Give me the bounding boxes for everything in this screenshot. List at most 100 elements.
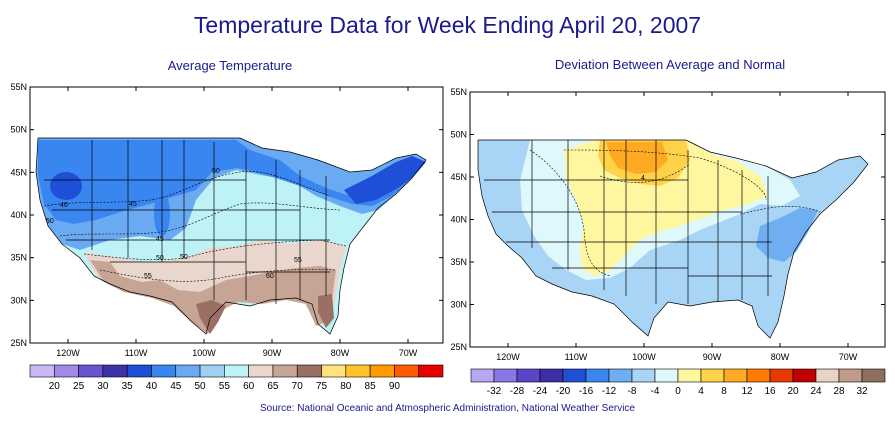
lat-label: 40N [450, 215, 467, 225]
legend-swatch [539, 368, 564, 383]
legend-swatch [296, 364, 322, 378]
legend-swatch [470, 368, 495, 383]
lat-label: 35N [10, 253, 27, 263]
legend-label: 65 [267, 381, 279, 392]
lat-label: 45N [450, 172, 467, 182]
legend-label: -4 [651, 386, 660, 397]
lon-label: 100W [632, 352, 656, 362]
cold-spot-west [50, 172, 82, 200]
legend-swatch [631, 368, 656, 383]
legend-label: 50 [194, 381, 206, 392]
left-map-subtitle: Average Temperature [167, 58, 293, 73]
page-title: Temperature Data for Week Ending April 2… [193, 12, 702, 38]
contour-label: 50 [212, 168, 220, 175]
legend-swatch [321, 364, 347, 378]
legend-swatch [493, 368, 518, 383]
lon-label: 90W [703, 352, 722, 362]
legend-label: 70 [292, 381, 304, 392]
lat-label: 25N [450, 342, 467, 352]
legend-swatch [199, 364, 225, 378]
legend-swatch [769, 368, 794, 383]
lat-label: 55N [450, 87, 467, 97]
lon-label: 120W [56, 348, 80, 358]
legend-label: 32 [856, 386, 868, 397]
legend-swatch [815, 368, 840, 383]
cold-spot-northeast [344, 156, 426, 204]
legend-label: 0 [675, 386, 681, 397]
legend-swatch [700, 368, 725, 383]
legend-label: -32 [487, 386, 502, 397]
legend-label: 28 [833, 386, 845, 397]
zone-40 [38, 140, 424, 224]
contour-label: 50 [46, 218, 54, 225]
legend-swatch [78, 364, 104, 378]
legend-swatch [792, 368, 817, 383]
legend-label: 40 [146, 381, 158, 392]
contour-label: 50 [156, 255, 164, 262]
legend-swatch [126, 364, 152, 378]
left-longitude-labels: 120W 110W 100W 90W 80W 70W [56, 87, 418, 358]
legend-swatch [102, 364, 128, 378]
lon-label: 110W [125, 348, 148, 358]
lon-label: 90W [263, 348, 282, 358]
legend-swatch [585, 368, 610, 383]
right-longitude-labels: 120W 110W 100W 90W 80W 70W [496, 92, 858, 362]
legend-label: 60 [243, 381, 255, 392]
legend-label: 16 [764, 386, 776, 397]
legend-label: 90 [389, 381, 401, 392]
lon-label: 70W [839, 352, 858, 362]
right-map-subtitle: Deviation Between Average and Normal [554, 57, 786, 72]
left-legend: 20 25 30 35 40 45 50 55 60 65 70 75 80 85 90 [29, 364, 444, 392]
left-latitude-labels: 55N 50N 45N 40N 35N 30N 25N [10, 82, 443, 348]
contour-label: 55 [294, 257, 302, 264]
lon-label: 120W [496, 352, 520, 362]
legend-label: 80 [340, 381, 352, 392]
legend-swatch [654, 368, 679, 383]
legend-swatch [838, 368, 863, 383]
legend-swatch [723, 368, 748, 383]
lon-label: 110W [565, 352, 588, 362]
state-borders [35, 137, 427, 335]
lon-label: 70W [399, 348, 418, 358]
lon-label: 100W [192, 348, 216, 358]
legend-label: 75 [316, 381, 328, 392]
lon-label: 80W [331, 348, 350, 358]
legend-label: 20 [787, 386, 799, 397]
lat-label: 30N [10, 295, 27, 305]
lat-label: 50N [450, 130, 467, 140]
legend-swatch [151, 364, 177, 378]
contour-lines [43, 171, 347, 282]
legend-label: 85 [365, 381, 377, 392]
legend-swatch [394, 364, 420, 378]
lat-label: 35N [450, 257, 467, 267]
contour-lines [529, 149, 821, 277]
contour-label: 55 [144, 273, 152, 280]
legend-swatch [562, 368, 587, 383]
legend-swatch [746, 368, 771, 383]
legend-label: 45 [170, 381, 182, 392]
right-legend: -32 -28 -24 -20 -16 -12 -8 -4 0 4 8 12 16 20 24 28 32 [470, 368, 886, 397]
legend-swatch [224, 364, 249, 378]
lon-label: 80W [771, 352, 790, 362]
legend-swatch [248, 364, 274, 378]
contour-label: 40 [60, 202, 68, 209]
legend-label: 55 [219, 381, 231, 392]
legend-swatch [29, 364, 55, 378]
legend-label: 20 [49, 381, 61, 392]
legend-swatch [418, 364, 444, 378]
legend-label: -24 [533, 386, 548, 397]
legend-label: 4 [698, 386, 704, 397]
lat-label: 40N [10, 210, 27, 220]
zone-65 [196, 294, 334, 334]
lat-label: 25N [10, 338, 27, 348]
zone-minus8 [756, 208, 818, 262]
legend-label: 24 [810, 386, 822, 397]
legend-label: -16 [579, 386, 594, 397]
contour-label: 60 [266, 273, 274, 280]
legend-swatch [345, 364, 371, 378]
legend-label: -8 [628, 386, 637, 397]
lat-label: 55N [10, 82, 27, 92]
legend-swatch [608, 368, 633, 383]
legend-label: -20 [556, 386, 571, 397]
